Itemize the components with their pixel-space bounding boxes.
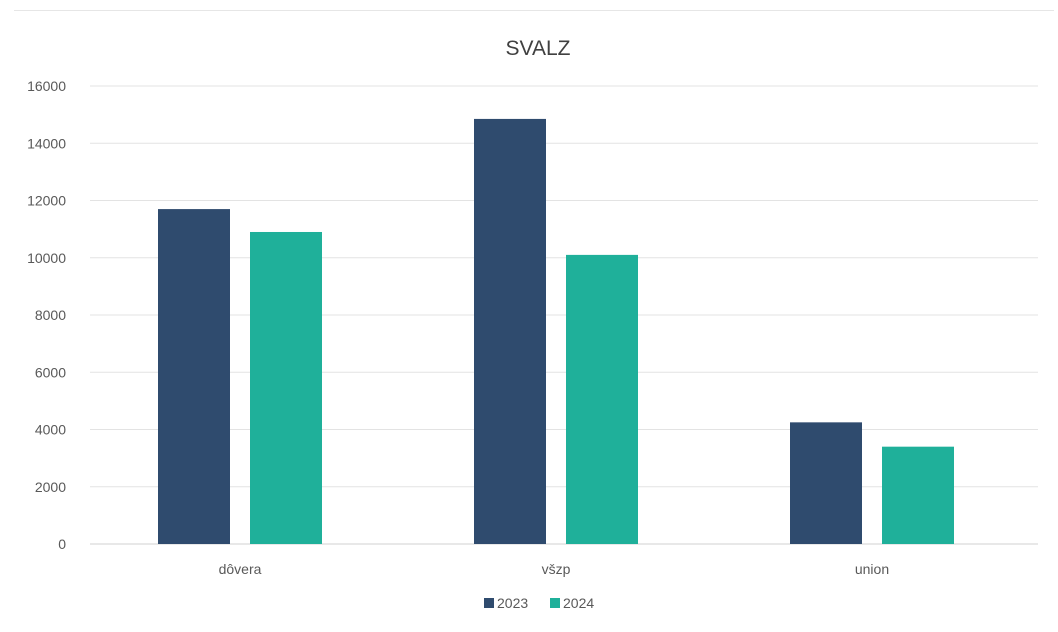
y-tick-label: 4000 (35, 422, 66, 438)
bar-2023-union (790, 422, 862, 544)
legend: 2023 2024 (484, 595, 594, 611)
y-tick-label: 16000 (27, 78, 66, 94)
x-category-label: všzp (542, 561, 571, 577)
legend-swatch-2024 (550, 598, 560, 608)
y-tick-label: 8000 (35, 307, 66, 323)
y-tick-label: 10000 (27, 250, 66, 266)
y-tick-label: 14000 (27, 135, 66, 151)
x-category-label: union (855, 561, 889, 577)
y-tick-label: 0 (58, 536, 66, 552)
bar-2024-dôvera (250, 231, 322, 545)
chart-frame (14, 10, 1054, 628)
legend-swatch-2023 (484, 598, 494, 608)
bar-2023-všzp (474, 118, 546, 544)
y-tick-label: 2000 (35, 479, 66, 495)
y-axis-ticks: 0 2000 4000 6000 8000 10000 12000 14000 16000 (27, 78, 66, 552)
chart-title: SVALZ (506, 37, 571, 60)
gridlines (90, 85, 1038, 545)
bars (158, 118, 954, 545)
x-category-label: dôvera (219, 561, 262, 577)
x-axis-labels: dôvera všzp union (219, 561, 890, 577)
bar-2024-union (882, 446, 954, 544)
bar-2023-dôvera (158, 209, 230, 544)
bar-2024-všzp (566, 254, 638, 544)
legend-label-2024: 2024 (563, 595, 594, 611)
y-tick-label: 12000 (27, 193, 66, 209)
legend-label-2023: 2023 (497, 595, 528, 611)
y-tick-label: 6000 (35, 364, 66, 380)
